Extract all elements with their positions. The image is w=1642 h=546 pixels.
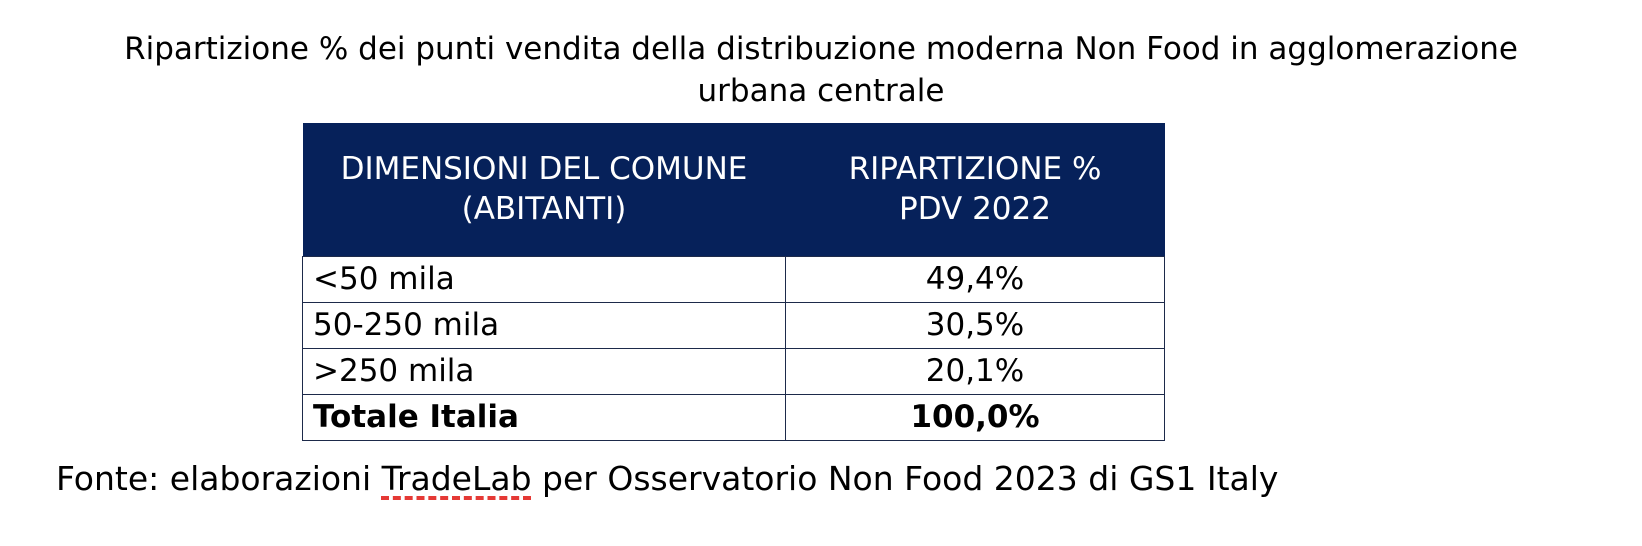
title-line-2: urbana centrale	[697, 73, 945, 109]
title-line-1: Ripartizione % dei punti vendita della d…	[124, 31, 1518, 67]
page-title: Ripartizione % dei punti vendita della d…	[0, 28, 1642, 112]
row-value: 49,4%	[785, 255, 1165, 303]
total-value: 100,0%	[785, 393, 1165, 441]
table-row: <50 mila 49,4%	[302, 255, 1165, 303]
source-prefix: Fonte: elaborazioni	[56, 459, 382, 498]
table-header-row: DIMENSIONI DEL COMUNE (ABITANTI) RIPARTI…	[302, 123, 1165, 256]
row-label: <50 mila	[302, 255, 786, 303]
row-label: >250 mila	[302, 347, 786, 395]
table-row: 50-250 mila 30,5%	[302, 301, 1165, 349]
source-brand: TradeLab	[381, 459, 532, 498]
row-label: 50-250 mila	[302, 301, 786, 349]
source-note: Fonte: elaborazioni TradeLab per Osserva…	[56, 457, 1278, 501]
column-header-municipality-size: DIMENSIONI DEL COMUNE (ABITANTI)	[302, 123, 786, 256]
distribution-table: DIMENSIONI DEL COMUNE (ABITANTI) RIPARTI…	[302, 123, 1165, 441]
column-header-share-2022: RIPARTIZIONE % PDV 2022	[785, 123, 1165, 256]
row-value: 20,1%	[785, 347, 1165, 395]
row-value: 30,5%	[785, 301, 1165, 349]
table-row: >250 mila 20,1%	[302, 347, 1165, 395]
distribution-table-container: DIMENSIONI DEL COMUNE (ABITANTI) RIPARTI…	[302, 123, 1165, 441]
source-suffix: per Osservatorio Non Food 2023 di GS1 It…	[531, 459, 1279, 498]
table-total-row: Totale Italia 100,0%	[302, 393, 1165, 441]
total-label: Totale Italia	[302, 393, 786, 441]
